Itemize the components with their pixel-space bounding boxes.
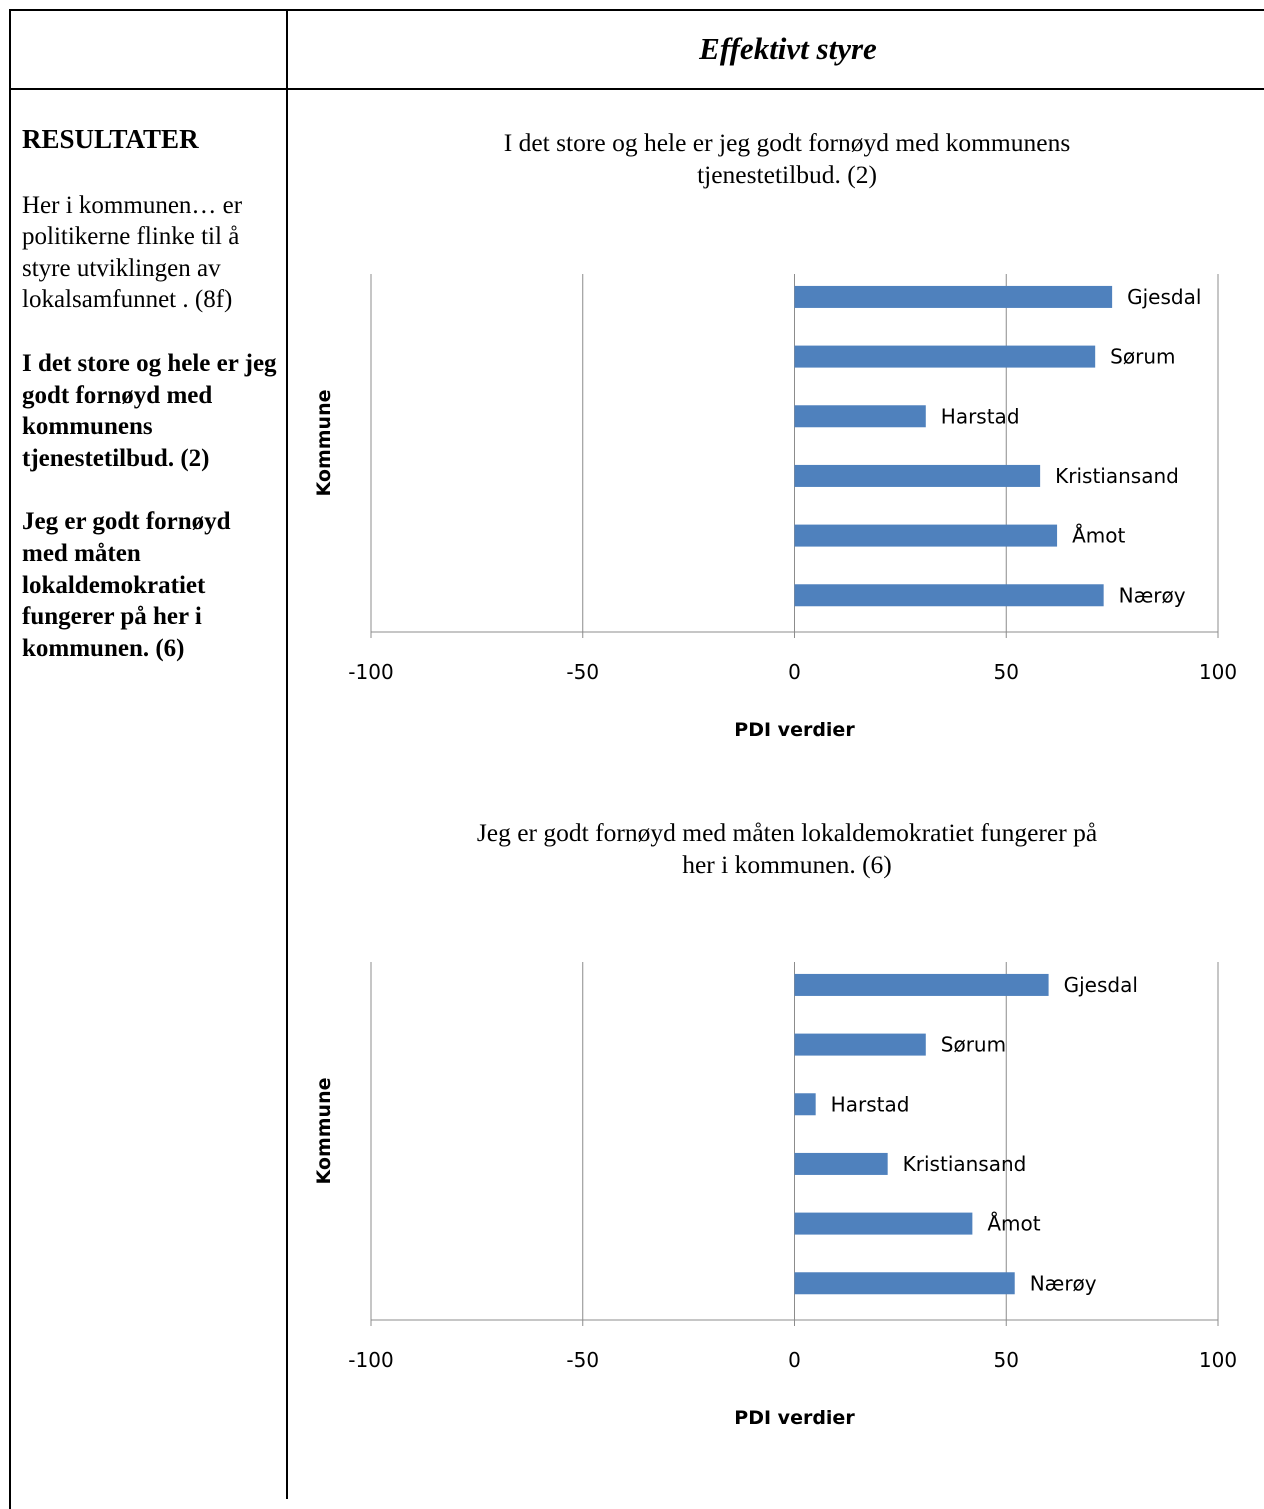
bar — [794, 584, 1104, 607]
chart-1-title-line-2: tjenestetilbud. (2) — [697, 160, 877, 189]
y-axis-title: Kommune — [313, 1078, 335, 1185]
x-tick-label: 100 — [1199, 1348, 1237, 1372]
bar-label: Harstad — [941, 404, 1020, 428]
bar — [794, 1272, 1015, 1295]
bar-label: Åmot — [987, 1212, 1040, 1236]
bar — [794, 973, 1049, 996]
bar — [794, 1152, 888, 1175]
bar-label: Sørum — [941, 1033, 1006, 1057]
sidebar-item-1: I det store og hele er jeg godt fornøyd … — [22, 349, 277, 472]
bar-label: Nærøy — [1030, 1271, 1097, 1295]
bar-label: Harstad — [831, 1092, 910, 1116]
x-tick-label: -50 — [566, 1348, 599, 1372]
section-title: Effektivt styre — [699, 30, 877, 66]
chart-1-title: I det store og hele er jeg godt fornøyd … — [362, 127, 1212, 191]
x-tick-label: 0 — [788, 1348, 801, 1372]
x-tick-label: 50 — [994, 1348, 1019, 1372]
chart-2-title: Jeg er godt fornøyd med måten lokaldemok… — [362, 817, 1212, 881]
y-axis-title: Kommune — [313, 390, 335, 497]
bar-label: Nærøy — [1119, 583, 1186, 607]
chart-1-title-line-1: I det store og hele er jeg godt fornøyd … — [503, 128, 1071, 157]
bar — [794, 345, 1096, 368]
bar-label: Sørum — [1110, 345, 1175, 369]
bar — [794, 405, 926, 428]
bar-label: Gjesdal — [1127, 285, 1201, 309]
sidebar-intro: Her i kommunen… er politikerne flinke ti… — [22, 191, 243, 314]
x-tick-label: 0 — [788, 660, 801, 684]
sidebar-item-2: Jeg er godt fornøyd med måten lokaldemok… — [22, 508, 231, 662]
bar-label: Kristiansand — [1055, 464, 1179, 488]
chart-2-title-line-1: Jeg er godt fornøyd med måten lokaldemok… — [476, 818, 1098, 847]
bar — [794, 285, 1113, 308]
table-frame — [9, 9, 1264, 1509]
sidebar: RESULTATER Her i kommunen… er politikern… — [22, 124, 277, 696]
x-tick-label: -50 — [566, 660, 599, 684]
header-divider — [9, 88, 1264, 90]
sidebar-heading: RESULTATER — [22, 124, 199, 154]
bar-label: Åmot — [1072, 524, 1125, 548]
bar-label: Gjesdal — [1064, 973, 1138, 997]
column-divider — [286, 9, 288, 1499]
bar — [794, 1033, 926, 1056]
x-tick-label: 50 — [994, 660, 1019, 684]
bar — [794, 1093, 816, 1116]
bar — [794, 1212, 973, 1235]
chart-1: -100 -50 0 50 100 Gjesdal Sørum Harstad Kristian… — [313, 274, 1237, 741]
x-tick-label: -100 — [348, 1348, 393, 1372]
bar — [794, 464, 1041, 487]
x-tick-label: -100 — [348, 660, 393, 684]
x-axis-title: PDI verdier — [734, 1407, 855, 1429]
x-axis-title: PDI verdier — [734, 719, 855, 741]
chart-2: -100 -50 0 50 100 Gjesdal Sørum Harstad Kristian… — [313, 962, 1237, 1429]
x-tick-label: 100 — [1199, 660, 1237, 684]
chart-2-title-line-2: her i kommunen. (6) — [682, 850, 892, 879]
bar-label: Kristiansand — [903, 1152, 1027, 1176]
bar — [794, 524, 1058, 547]
